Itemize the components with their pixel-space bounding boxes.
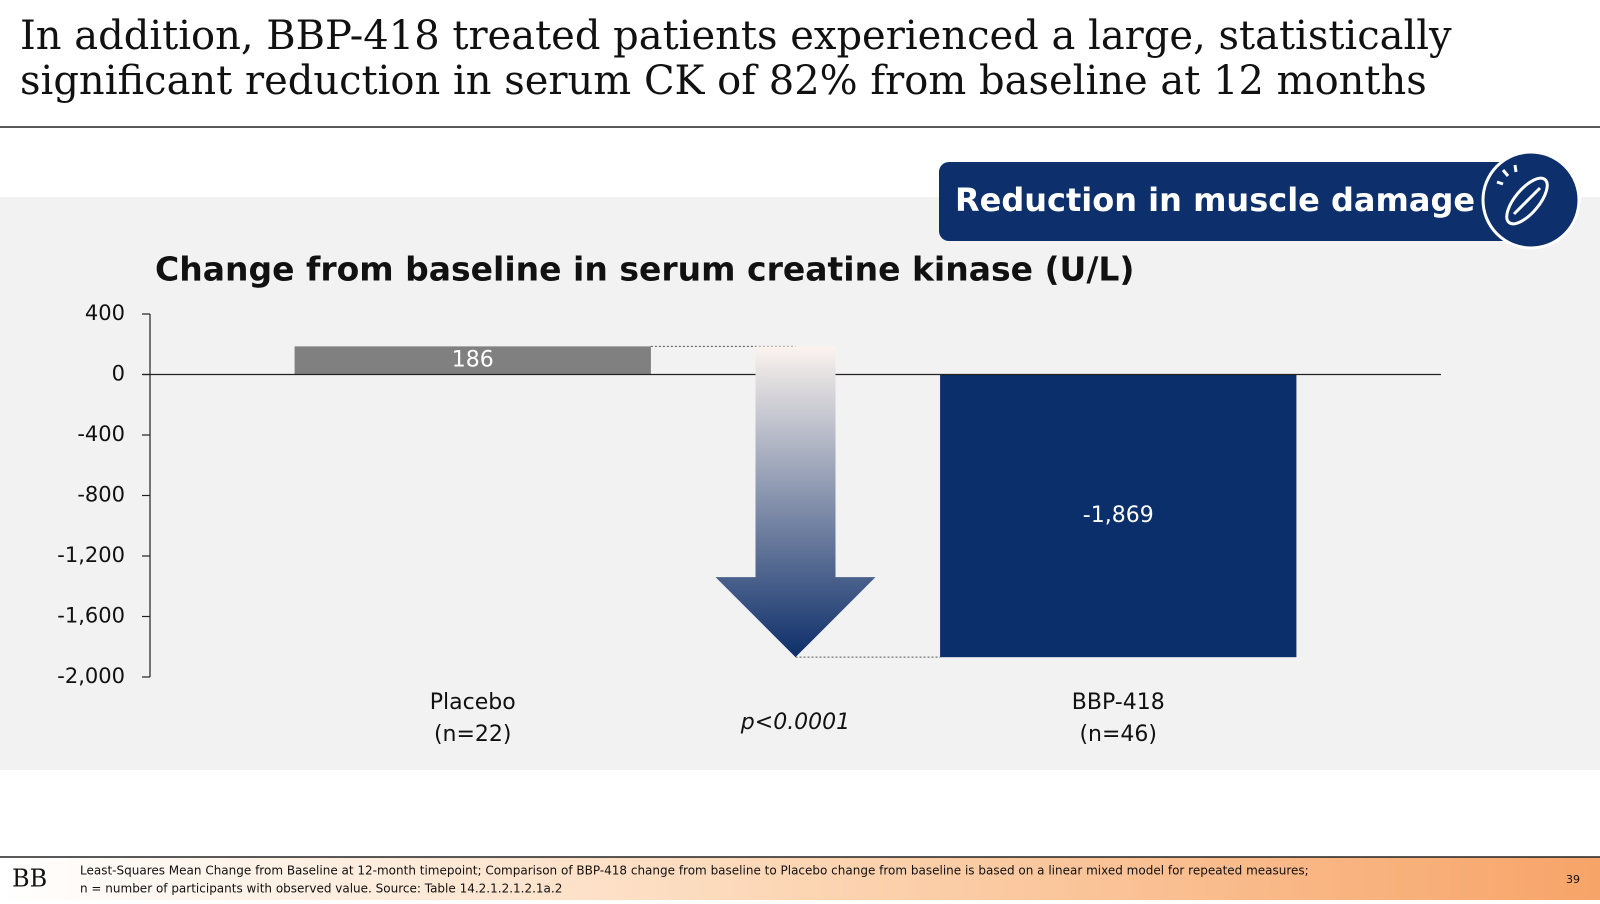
slide-title: In addition, BBP-418 treated patients ex…	[20, 13, 1452, 59]
bar	[294, 346, 651, 375]
y-tick-label: -400	[77, 422, 125, 446]
x-tick-label: (n=46)	[1079, 722, 1157, 747]
muscle-icon	[1496, 164, 1549, 226]
y-tick-label: -2,000	[57, 664, 125, 688]
x-tick-label: Placebo	[430, 690, 516, 715]
y-tick-label: 0	[112, 362, 125, 386]
change-arrow	[715, 346, 876, 658]
p-value: p<0.0001	[740, 710, 850, 735]
value-label: 186	[452, 347, 494, 372]
footnote: n = number of participants with observed…	[80, 882, 562, 896]
y-tick-label: -1,200	[57, 543, 125, 567]
value-label: -1,869	[1083, 503, 1154, 528]
logo: BB	[12, 865, 47, 893]
page-number: 39	[1566, 873, 1580, 886]
footer	[0, 857, 1600, 900]
y-tick-label: -800	[77, 483, 125, 507]
bar	[940, 374, 1297, 658]
chart-title: Change from baseline in serum creatine k…	[155, 250, 1135, 289]
banner	[939, 162, 1559, 241]
x-tick-label: BBP-418	[1072, 690, 1165, 715]
slide-title: significant reduction in serum CK of 82%…	[20, 58, 1427, 104]
x-tick-label: (n=22)	[434, 722, 512, 747]
banner-icon	[1481, 150, 1581, 250]
y-tick-label: 400	[85, 301, 125, 325]
footnote: Least-Squares Mean Change from Baseline …	[80, 864, 1309, 878]
banner-text: Reduction in muscle damage	[955, 181, 1475, 219]
y-tick-label: -1,600	[57, 604, 125, 628]
